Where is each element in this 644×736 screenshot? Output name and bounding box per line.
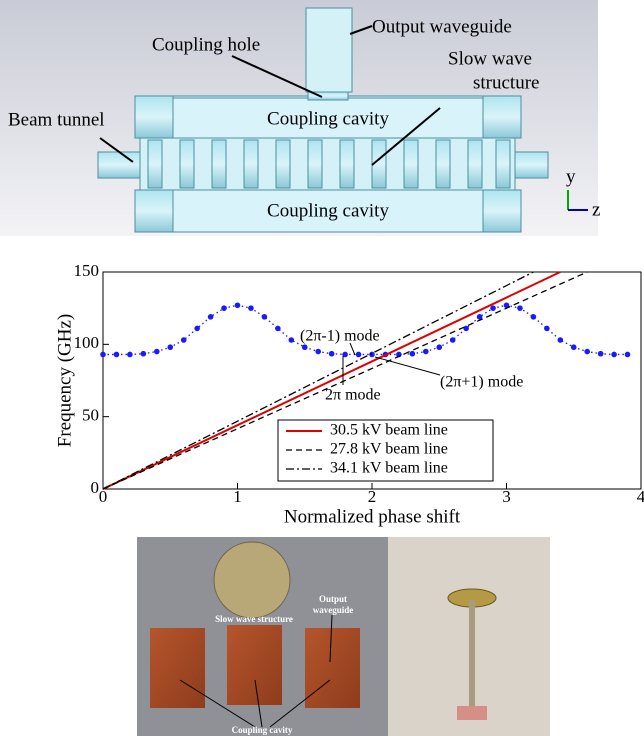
point (154, 348, 160, 355)
point (436, 344, 443, 351)
annotation-pointer (374, 356, 441, 376)
point (315, 348, 322, 355)
x-tick-label: 4 (637, 487, 644, 506)
flange (482, 189, 522, 233)
point (369, 351, 375, 358)
point (275, 325, 281, 332)
coupling-cavity-shape (172, 189, 484, 233)
point (221, 305, 227, 311)
y-tick-label: 100 (74, 333, 100, 352)
point (100, 351, 106, 358)
tube-photo (469, 600, 475, 710)
photo-label: Output (319, 594, 347, 604)
point (557, 337, 564, 343)
point (409, 350, 416, 357)
photo-leaders (179, 614, 333, 728)
point (476, 314, 483, 320)
point (288, 337, 295, 343)
point (180, 337, 187, 343)
legend-label: 34.1 kV beam line (330, 460, 448, 477)
point (503, 302, 510, 309)
point (423, 348, 429, 355)
label: Output waveguide (372, 16, 512, 37)
x-axis-label: Normalized phase shift (284, 506, 461, 527)
label: Beam tunnel (8, 109, 105, 130)
annotation: (2π+1) mode (440, 374, 523, 391)
photo-label: waveguide (313, 605, 354, 615)
point (530, 314, 537, 320)
coin (213, 541, 291, 619)
label: Coupling cavity (267, 200, 389, 221)
point (584, 348, 590, 355)
point (463, 325, 469, 332)
structure-diagram: Output waveguide Coupling hole Slow wave… (0, 0, 600, 236)
point (234, 302, 241, 309)
output-waveguide-shape (305, 7, 353, 93)
annotation: (2π-1) mode (300, 328, 380, 345)
point (355, 351, 362, 358)
slow-wave-cells (147, 139, 511, 189)
x-tick-label: 2 (368, 487, 377, 506)
y-axis-label: Frequency (GHz) (54, 314, 75, 447)
point (301, 344, 308, 351)
point (248, 305, 254, 311)
series-line (102, 271, 534, 490)
point (342, 351, 348, 358)
x-tick-label: 3 (502, 487, 511, 506)
point (113, 351, 120, 358)
annotation-pointer (349, 342, 356, 356)
label: Coupling cavity (267, 108, 389, 129)
base-photo (457, 706, 487, 720)
leader-lines (99, 25, 441, 166)
point (490, 305, 496, 311)
point (194, 325, 200, 332)
y-tick-label: 150 (74, 261, 100, 280)
series-line (102, 271, 561, 490)
x-tick-label: 0 (99, 487, 108, 506)
point (261, 314, 268, 320)
legend-label: 30.5 kV beam line (330, 422, 448, 439)
point (167, 344, 174, 351)
flange (134, 95, 174, 139)
y-tick-label: 0 (91, 478, 100, 497)
point (140, 350, 147, 357)
axis-label: y (566, 166, 576, 187)
point (624, 351, 631, 358)
point (544, 325, 550, 332)
point (328, 350, 335, 357)
photos: Slow wave structure Output waveguide Cou… (137, 537, 550, 736)
dispersion-chart: 0 1 2 3 4 0 50 100 150 Normalized phase shift Freq… (54, 261, 644, 527)
point (449, 337, 456, 343)
coupling-hole-shape (307, 91, 349, 101)
flange (134, 189, 174, 233)
point (611, 351, 617, 358)
label: Coupling hole (152, 34, 260, 55)
series-line (102, 271, 588, 490)
y-tick-label: 50 (82, 406, 99, 425)
annotation: 2π mode (325, 387, 381, 404)
axis-label: z (592, 199, 600, 220)
cavity-piece (150, 628, 205, 708)
point (127, 351, 133, 358)
legend-label: 27.8 kV beam line (330, 441, 448, 458)
flange (482, 95, 522, 139)
point (207, 314, 214, 320)
photo-label: Slow wave structure (215, 614, 293, 624)
label: Slow wave (448, 48, 532, 69)
photo-label: Coupling cavity (232, 725, 293, 735)
swo-piece (227, 625, 282, 705)
label: structure (473, 72, 539, 93)
point (597, 350, 604, 357)
x-tick-label: 1 (233, 487, 242, 506)
point (517, 305, 523, 311)
waveguide-piece (305, 628, 360, 708)
coupling-cavity-shape (172, 97, 484, 139)
point (570, 344, 577, 351)
